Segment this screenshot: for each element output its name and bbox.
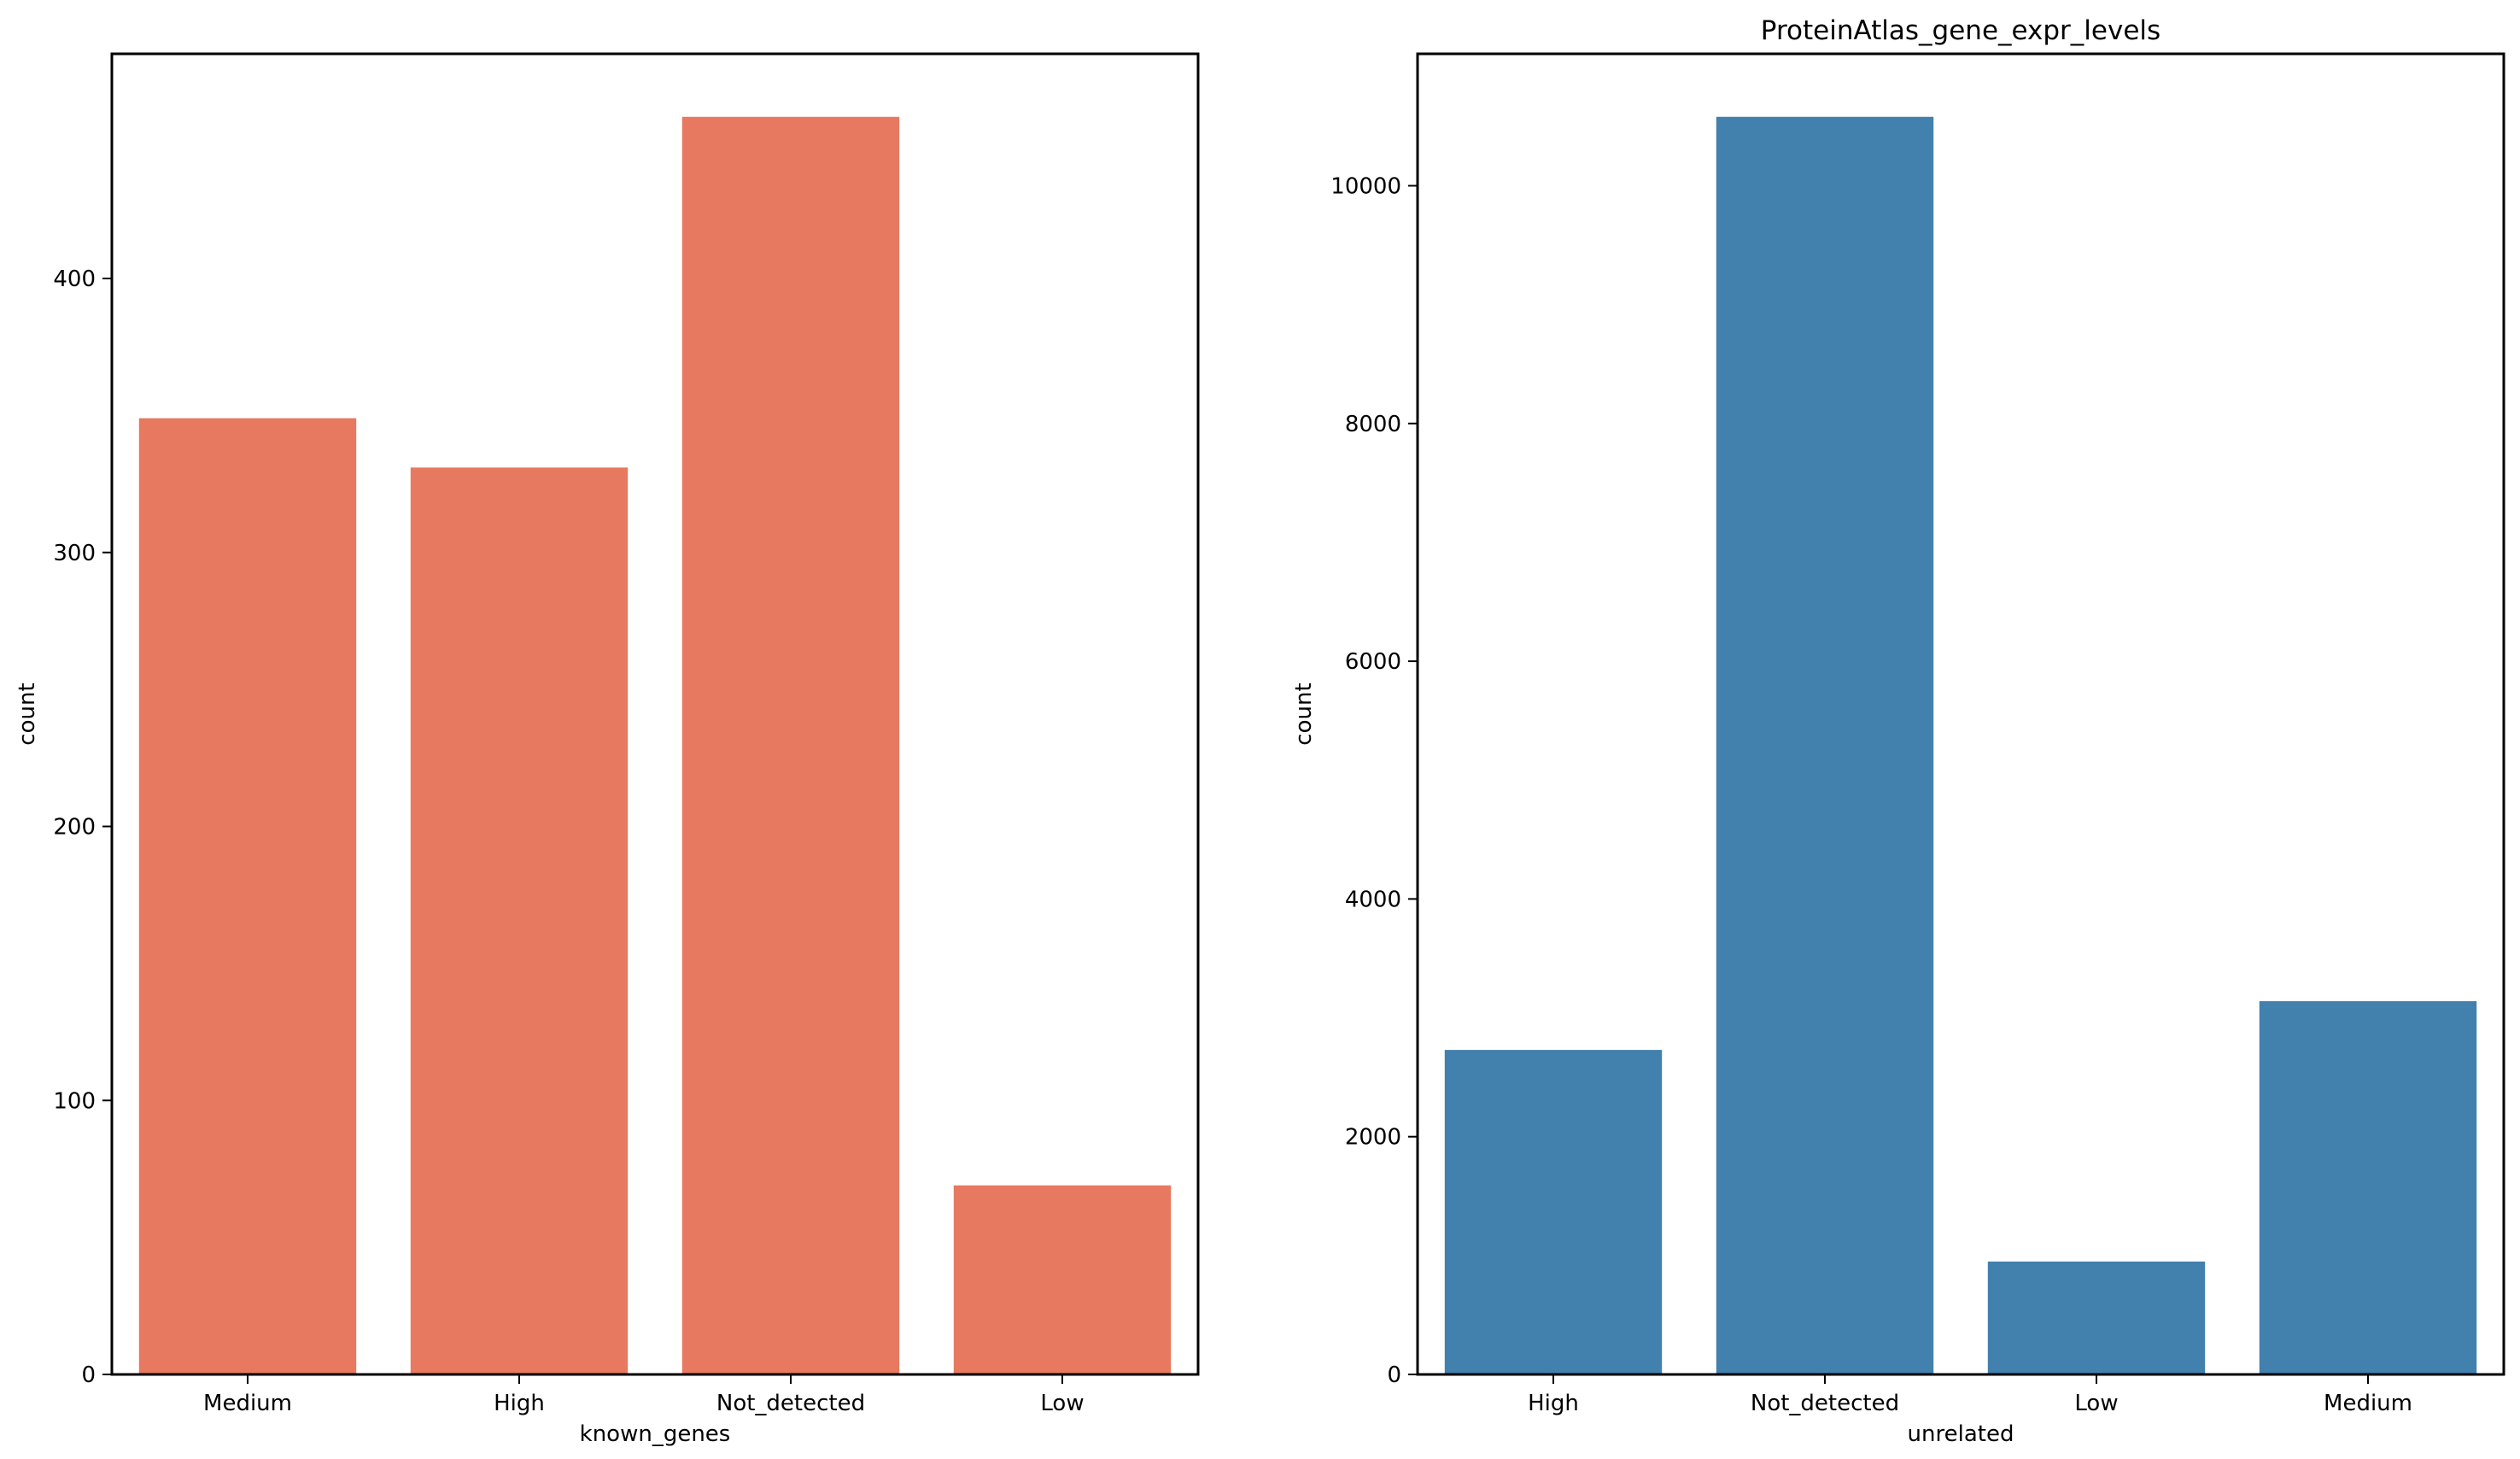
y-tick-label: 6000 — [1345, 649, 1401, 675]
bar-medium — [138, 418, 357, 1374]
bar-not-detected — [681, 116, 900, 1375]
tick-group: Medium High Not_detected Low 0 100 200 300 400 — [53, 267, 1084, 1416]
bar-low — [1987, 1261, 2206, 1374]
bar-not-detected — [1716, 116, 1934, 1374]
bar-group — [1444, 116, 2477, 1374]
x-tick-label: Low — [2074, 1391, 2118, 1416]
x-tick-label: High — [494, 1391, 545, 1416]
y-tick-label: 8000 — [1345, 412, 1401, 437]
y-axis-label: count — [1291, 683, 1317, 745]
y-axis-label: count — [15, 683, 40, 745]
y-tick-label: 300 — [53, 541, 96, 566]
bar-high — [1444, 1050, 1663, 1374]
y-tick-label: 0 — [81, 1362, 96, 1388]
y-tick-label: 0 — [1387, 1362, 1401, 1388]
x-tick-label: Low — [1040, 1391, 1084, 1416]
y-tick-label: 200 — [53, 815, 96, 841]
x-axis-label: known_genes — [580, 1421, 731, 1447]
chart-unrelated: ProteinAtlas_gene_expr_levels High Not_de… — [1291, 15, 2505, 1447]
x-tick-label: Medium — [203, 1391, 292, 1416]
y-tick-label: 10000 — [1330, 173, 1401, 199]
bar-high — [410, 467, 629, 1374]
plot-frame — [1416, 52, 2505, 1376]
x-tick-label: Medium — [2324, 1391, 2412, 1416]
x-tick-label: High — [1528, 1391, 1579, 1416]
tick-group: High Not_detected Low Medium 0 2000 4000 6000 80… — [1330, 173, 2412, 1416]
y-tick-label: 100 — [53, 1088, 96, 1114]
chart-known-genes: Medium High Not_detected Low 0 100 200 300 400 k… — [15, 52, 1200, 1447]
y-tick-label: 2000 — [1345, 1125, 1401, 1151]
x-tick-label: Not_detected — [716, 1391, 865, 1416]
x-axis-label: unrelated — [1908, 1421, 2014, 1447]
y-tick-label: 4000 — [1345, 887, 1401, 912]
y-tick-label: 400 — [53, 267, 96, 292]
bar-group — [138, 116, 1172, 1375]
bar-medium — [2259, 1001, 2477, 1374]
bar-low — [953, 1185, 1172, 1374]
x-tick-label: Not_detected — [1751, 1391, 1899, 1416]
plot-frame — [110, 52, 1200, 1376]
chart-title: ProteinAtlas_gene_expr_levels — [1761, 15, 2160, 46]
